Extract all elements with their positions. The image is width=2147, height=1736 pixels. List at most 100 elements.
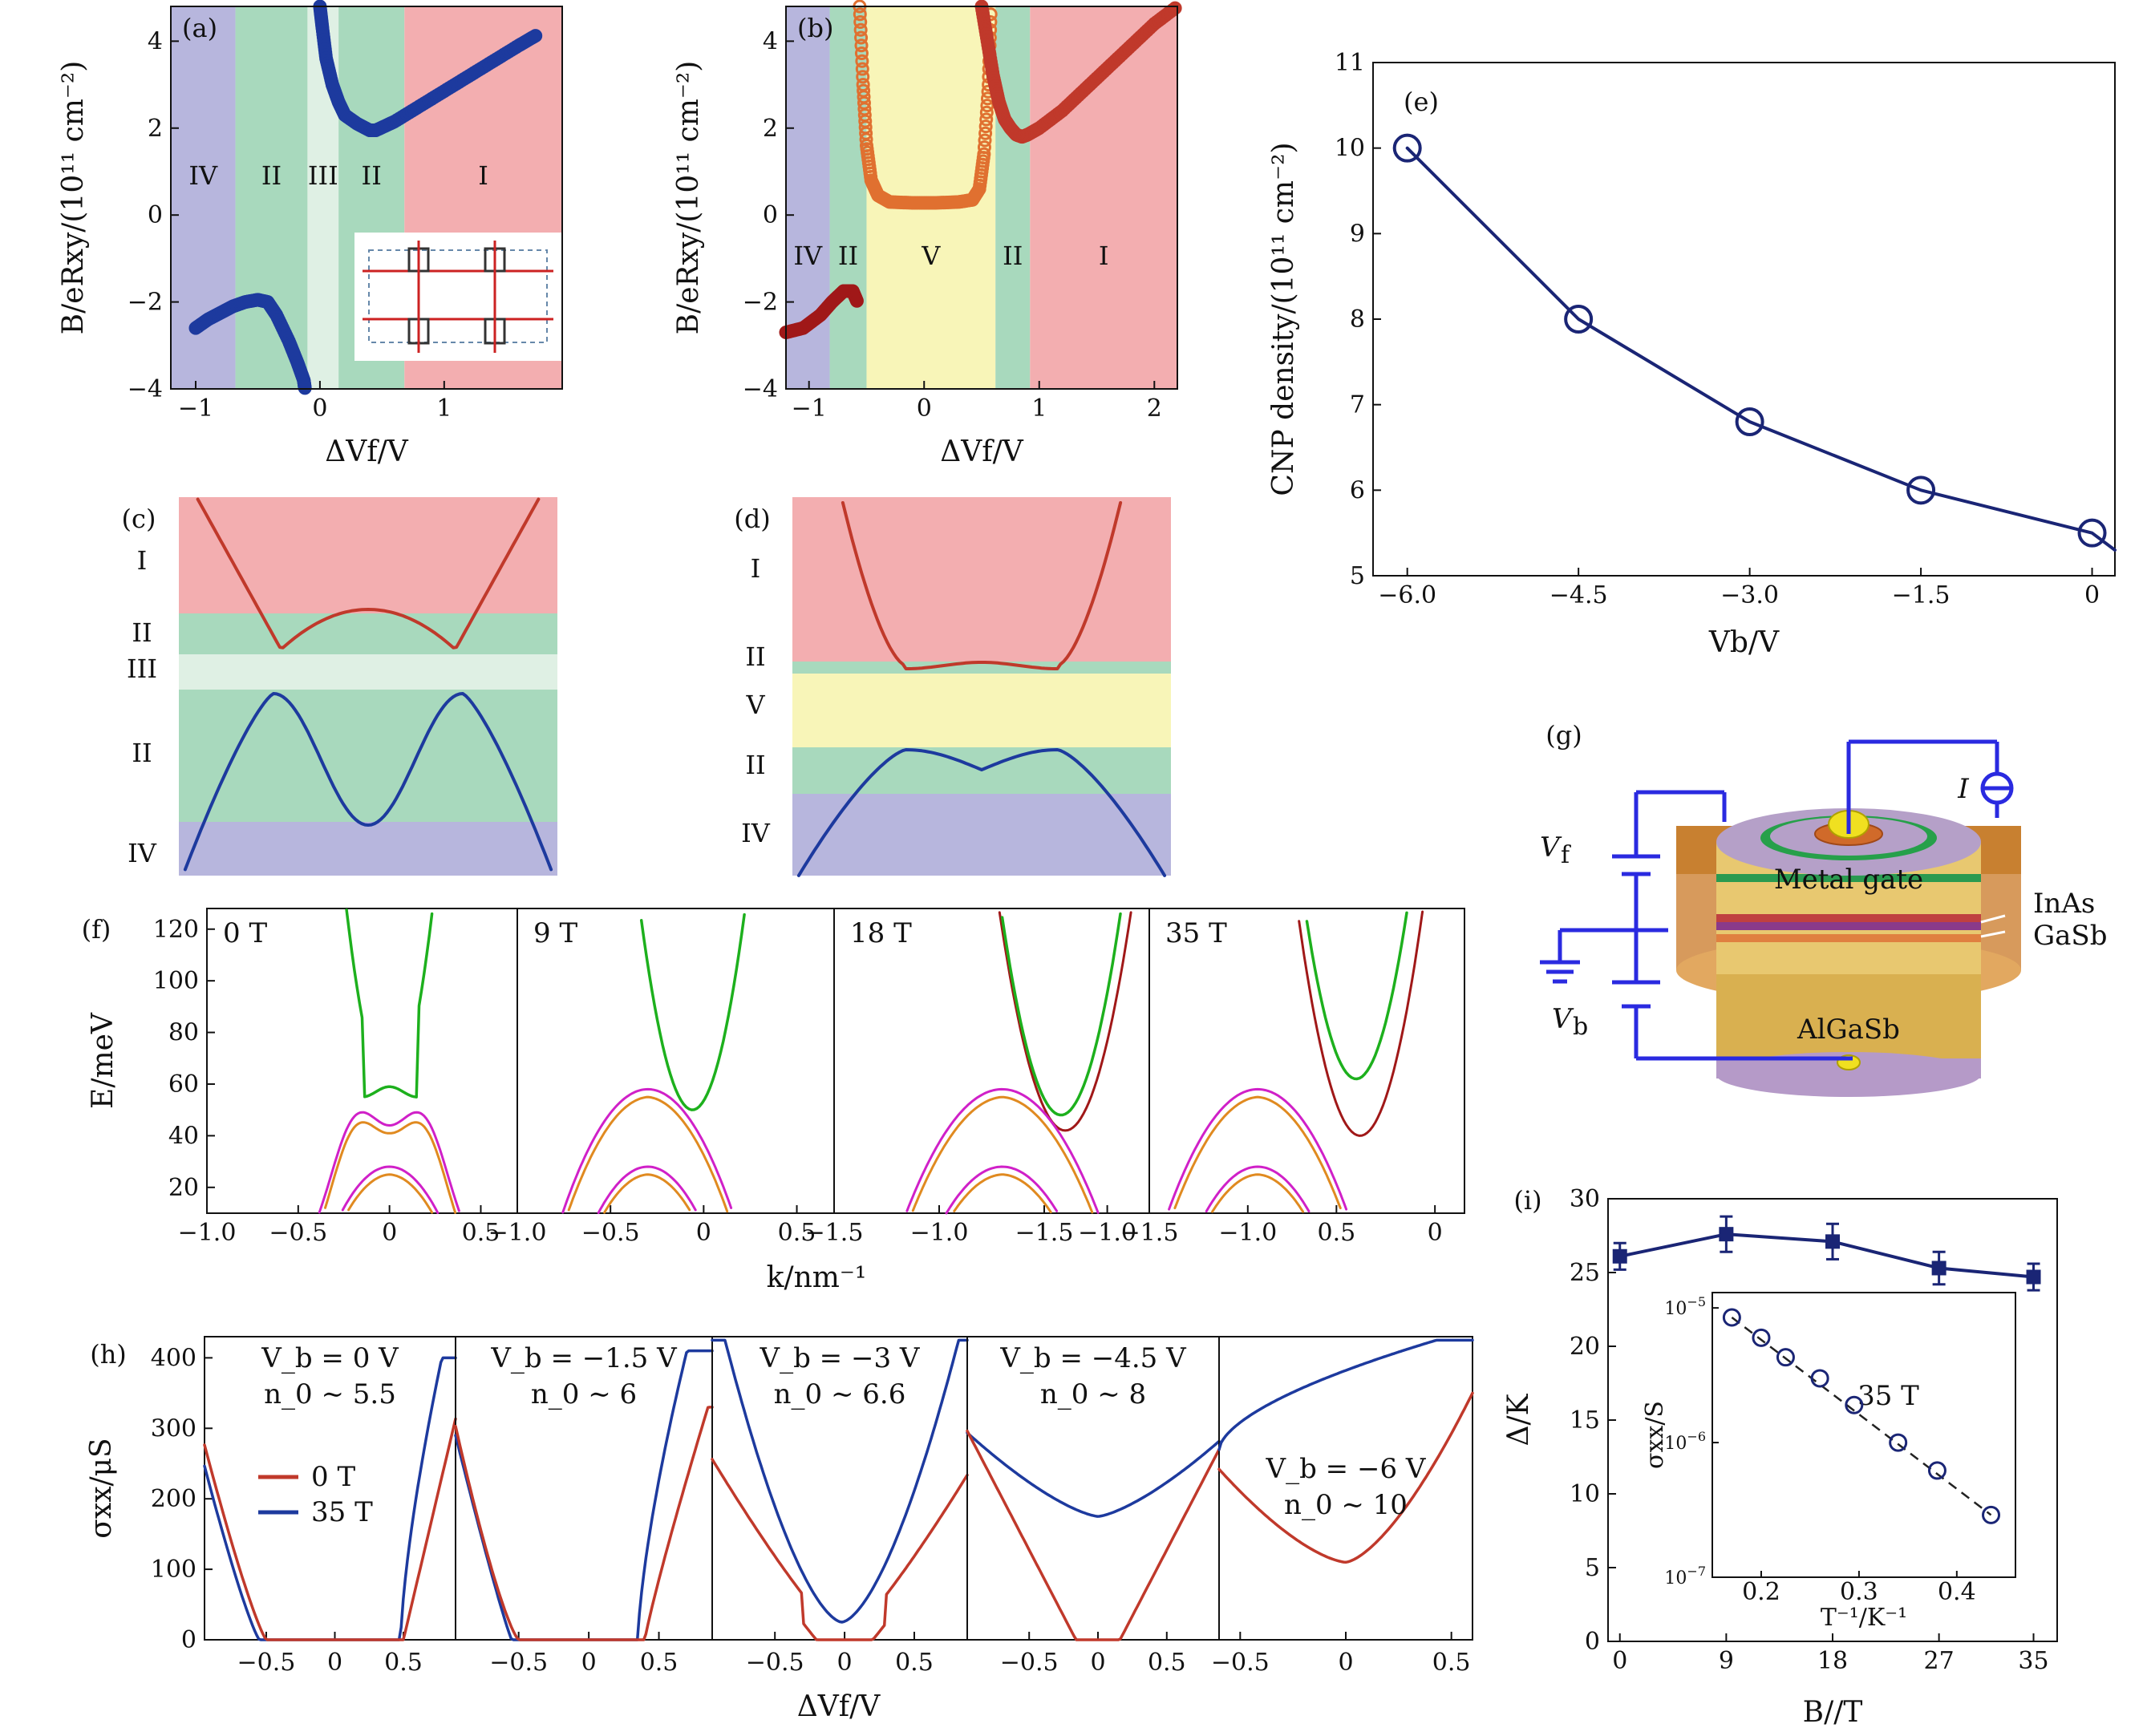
data-point — [978, 126, 993, 140]
y-tick-label: 400 — [151, 1344, 196, 1372]
x-axis-label: ΔVf/V — [325, 435, 408, 468]
curve-0T — [966, 1429, 1221, 1641]
region-label-I: I — [478, 160, 488, 191]
y-tick-label: 30 — [1570, 1185, 1600, 1213]
region-II — [829, 6, 867, 389]
x-tick-label: 0 — [1338, 1649, 1353, 1677]
band-curve-valence-orange — [953, 1173, 1052, 1214]
x-tick-label: −0.5 — [746, 1649, 804, 1677]
y-tick-label: −2 — [128, 289, 163, 317]
x-tick-label: 0 — [327, 1649, 342, 1677]
band-label-I: I — [137, 545, 148, 576]
inset-fit-line — [1731, 1316, 1992, 1516]
data-point — [856, 70, 870, 84]
data-point — [977, 140, 991, 155]
y-tick-label: 0 — [1585, 1628, 1600, 1656]
band-II — [179, 690, 557, 822]
y-axis-label: σxx/μS — [85, 1438, 118, 1538]
band-curve-valence-orange — [347, 1173, 434, 1214]
band-curve-valence-orange — [1173, 1095, 1342, 1210]
band-V — [792, 674, 1171, 747]
curve-0T — [711, 1458, 969, 1641]
band-II — [179, 613, 557, 654]
x-tick-label: 9 — [1719, 1647, 1734, 1675]
x-tick-label: −1.5 — [1120, 1219, 1179, 1247]
band-curve-valence-orange — [1211, 1173, 1305, 1213]
bias-label: V_b = −4.5 V — [999, 1342, 1187, 1374]
data-point — [1931, 1261, 1946, 1276]
y-tick-label: 5 — [1585, 1554, 1600, 1582]
x-tick-label: −0.5 — [269, 1219, 327, 1247]
panel-f: (f) E/meV 20 40 60 80 100 120 0 T −1.0 −0.5 0 0.5 9 T… — [82, 908, 1465, 1294]
data-point — [1719, 1227, 1734, 1242]
field-label: 35 T — [1165, 917, 1227, 949]
inset-y-tick-exp: −7 — [1687, 1564, 1706, 1579]
data-point — [854, 38, 869, 53]
x-tick-label: 1 — [1031, 395, 1047, 423]
x-tick-label: 27 — [1924, 1647, 1955, 1675]
band-label-II: II — [745, 641, 765, 672]
inset-y-tick-label: 10−6 — [1664, 1429, 1706, 1454]
density-label: n_0 ∼ 8 — [1040, 1378, 1146, 1410]
x-tick-label: −1.0 — [1218, 1219, 1277, 1247]
x-tick-label: −1 — [178, 395, 213, 423]
band-curve-split — [1298, 910, 1424, 1137]
y-tick-label: 0 — [148, 201, 163, 229]
panel-h: (h) σxx/μS 0 100 200 300 400 −0.5 0 0.5 V_b = 0 V n… — [85, 1336, 1474, 1723]
y-tick-label: 100 — [151, 1556, 196, 1584]
x-tick-label: 0 — [581, 1649, 597, 1677]
y-axis-label: B/eRxy/(10¹¹ cm⁻²) — [672, 61, 705, 335]
x-tick-label: 0 — [1428, 1219, 1443, 1247]
region-label-II: II — [838, 241, 858, 271]
inset-y-tick-exp: −6 — [1687, 1429, 1706, 1444]
density-label: n_0 ∼ 5.5 — [264, 1378, 396, 1410]
vf-label: V — [1540, 832, 1562, 864]
gasb-label: GaSb — [2033, 920, 2108, 952]
inset-x-tick-label: 0.4 — [1938, 1578, 1976, 1606]
data-point — [2077, 518, 2107, 548]
x-tick-label: −1.0 — [488, 1219, 547, 1247]
y-tick-label: −4 — [743, 375, 778, 403]
panel-i: 0 9 18 27 35 0 5 10 15 20 25 30 B//T Δ/K (i) 0.2 0.3 0.4 1… — [1502, 1185, 2058, 1729]
x-tick-label: 1 — [436, 395, 452, 423]
inset-data-point — [1927, 1461, 1946, 1480]
y-tick-label: −4 — [128, 375, 163, 403]
inset-dashed-box — [368, 249, 548, 343]
metal-gate-label: Metal gate — [1774, 864, 1923, 896]
density-label: n_0 ∼ 6.6 — [774, 1378, 906, 1410]
band-curve — [183, 692, 553, 872]
x-tick-label: 0.5 — [1317, 1219, 1355, 1247]
inset-data-point — [1776, 1348, 1795, 1367]
data-point — [978, 119, 993, 134]
x-tick-label: 18 — [1817, 1647, 1848, 1675]
inset-y-tick-exp: −5 — [1687, 1294, 1706, 1309]
x-tick-label: −6.0 — [1378, 581, 1436, 609]
field-label: 0 T — [223, 917, 267, 949]
y-tick-label: −2 — [743, 289, 778, 317]
inset-x-label: T⁻¹/K⁻¹ — [1821, 1604, 1907, 1632]
data-point — [2026, 1269, 2041, 1285]
region-label-IV: IV — [793, 241, 823, 271]
inset-data-point — [1810, 1369, 1829, 1388]
data-point — [1392, 133, 1422, 163]
x-tick-label: 0.5 — [384, 1649, 423, 1677]
band-curve-valence-magenta — [561, 1087, 733, 1214]
y-tick-label: 8 — [1350, 306, 1365, 334]
axes-frame — [170, 6, 563, 390]
inset-annotation: 35 T — [1857, 1380, 1919, 1412]
x-axis-label: Vb/V — [1708, 626, 1780, 659]
data-point — [1612, 1248, 1627, 1264]
x-tick-label: −0.5 — [237, 1649, 296, 1677]
data-point — [529, 29, 543, 43]
region-II — [235, 6, 308, 389]
x-tick-label: 0 — [312, 395, 327, 423]
x-axis-label: k/nm⁻¹ — [767, 1261, 867, 1294]
data-point — [1168, 1, 1182, 15]
band-curve-conduction — [345, 908, 434, 1099]
inset-data-point — [1722, 1308, 1741, 1327]
density-label: n_0 ∼ 10 — [1284, 1489, 1408, 1521]
x-tick-label: 0.5 — [640, 1649, 679, 1677]
data-point — [853, 15, 868, 30]
inset-x-tick-label: 0.3 — [1840, 1578, 1878, 1606]
